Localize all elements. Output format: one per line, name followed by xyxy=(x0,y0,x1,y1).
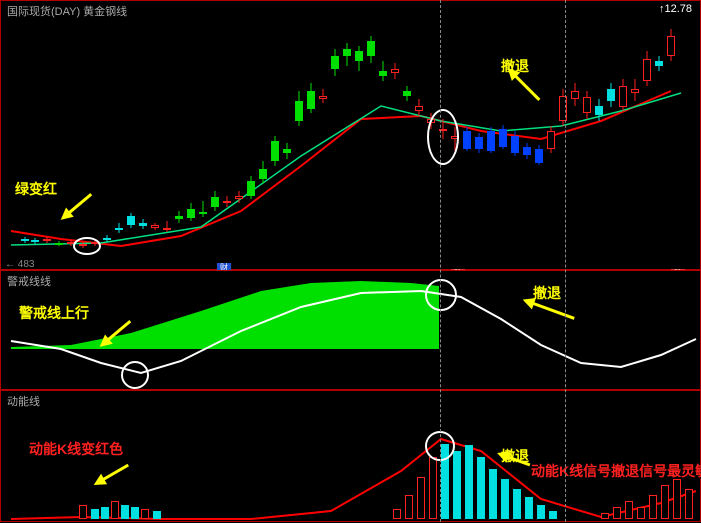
momentum-bar[interactable] xyxy=(637,507,645,519)
candlestick[interactable] xyxy=(259,161,267,183)
alert-panel[interactable]: 警戒线线 警戒线上行撤退 xyxy=(0,270,701,390)
momentum-bar[interactable] xyxy=(417,477,425,519)
momentum-bar[interactable] xyxy=(121,505,129,519)
crosshair-vline xyxy=(565,0,566,522)
candlestick[interactable] xyxy=(115,223,123,233)
candlestick[interactable] xyxy=(607,83,615,107)
candlestick[interactable] xyxy=(487,127,495,153)
momentum-bar[interactable] xyxy=(549,511,557,519)
candlestick[interactable] xyxy=(355,46,363,71)
candlestick[interactable] xyxy=(547,126,555,153)
momentum-bar[interactable] xyxy=(537,505,545,519)
price-panel[interactable]: 国际现货(DAY) 黄金钢线 ↑12.78 ← 483 财跌跌绿变红撤退 xyxy=(0,0,701,270)
candlestick[interactable] xyxy=(619,79,627,111)
momentum-bar[interactable] xyxy=(513,489,521,519)
candlestick[interactable] xyxy=(103,235,111,242)
panel1-label: 国际现货(DAY) 黄金钢线 xyxy=(7,3,127,19)
momentum-bar[interactable] xyxy=(501,479,509,519)
candlestick[interactable] xyxy=(667,29,675,61)
candlestick[interactable] xyxy=(319,89,327,103)
arrow-icon xyxy=(56,188,97,226)
candlestick[interactable] xyxy=(55,241,63,246)
momentum-bar[interactable] xyxy=(477,457,485,519)
momentum-bar[interactable] xyxy=(405,495,413,519)
candlestick[interactable] xyxy=(235,191,243,203)
momentum-bar[interactable] xyxy=(131,507,139,519)
momentum-bar[interactable] xyxy=(111,501,119,519)
candlestick[interactable] xyxy=(499,125,507,149)
momentum-bar[interactable] xyxy=(101,507,109,519)
candlestick[interactable] xyxy=(307,83,315,113)
candlestick[interactable] xyxy=(379,61,387,81)
candlestick[interactable] xyxy=(403,86,411,101)
panel3-label: 动能线 xyxy=(7,393,40,409)
momentum-bar[interactable] xyxy=(141,509,149,519)
candlestick[interactable] xyxy=(523,143,531,159)
candlestick[interactable] xyxy=(343,43,351,66)
candlestick[interactable] xyxy=(151,223,159,230)
candlestick[interactable] xyxy=(655,56,663,71)
candlestick[interactable] xyxy=(643,51,651,86)
candlestick[interactable] xyxy=(331,49,339,76)
momentum-panel[interactable]: 动能线 动能K线变红色撤退动能K线信号撤退信号最灵敏 xyxy=(0,390,701,522)
crosshair-vline xyxy=(440,0,441,522)
candlestick[interactable] xyxy=(535,145,543,165)
candlestick[interactable] xyxy=(475,133,483,153)
momentum-bar[interactable] xyxy=(465,445,473,519)
highlight-circle xyxy=(425,279,457,311)
momentum-bar[interactable] xyxy=(153,511,161,519)
momentum-bar[interactable] xyxy=(393,509,401,519)
highlight-circle xyxy=(121,361,149,389)
annotation: 动能K线信号撤退信号最灵敏 xyxy=(531,461,701,481)
momentum-bar[interactable] xyxy=(613,507,621,519)
momentum-bar[interactable] xyxy=(489,469,497,519)
momentum-bar[interactable] xyxy=(429,457,437,519)
candlestick[interactable] xyxy=(595,99,603,121)
candlestick[interactable] xyxy=(211,191,219,211)
highlight-circle xyxy=(73,237,101,255)
candlestick[interactable] xyxy=(571,83,579,106)
highlight-circle xyxy=(427,109,459,165)
candlestick[interactable] xyxy=(511,131,519,156)
candlestick[interactable] xyxy=(271,136,279,166)
momentum-bar[interactable] xyxy=(453,451,461,519)
candlestick[interactable] xyxy=(223,196,231,207)
candlestick[interactable] xyxy=(631,79,639,101)
annotation: 动能K线变红色 xyxy=(29,439,123,459)
momentum-bar[interactable] xyxy=(601,513,609,519)
momentum-bar[interactable] xyxy=(673,479,681,519)
candlestick[interactable] xyxy=(31,238,39,244)
candlestick[interactable] xyxy=(247,176,255,199)
arrow-icon xyxy=(90,458,133,492)
candlestick[interactable] xyxy=(295,91,303,126)
candlestick[interactable] xyxy=(21,237,29,243)
momentum-bar[interactable] xyxy=(685,489,693,519)
momentum-bar[interactable] xyxy=(625,501,633,519)
candlestick[interactable] xyxy=(175,211,183,223)
candlestick[interactable] xyxy=(199,201,207,217)
candlestick[interactable] xyxy=(187,203,195,221)
candlestick[interactable] xyxy=(163,221,171,232)
price-value: ↑12.78 xyxy=(659,3,692,15)
momentum-bar[interactable] xyxy=(525,497,533,519)
annotation: 绿变红 xyxy=(15,179,57,199)
candlestick[interactable] xyxy=(127,213,135,228)
candlestick[interactable] xyxy=(367,36,375,63)
momentum-bar[interactable] xyxy=(79,505,87,519)
annotation: 警戒线上行 xyxy=(19,303,89,323)
momentum-bar[interactable] xyxy=(91,509,99,519)
candlestick[interactable] xyxy=(415,99,423,116)
candlestick[interactable] xyxy=(391,63,399,79)
candlestick[interactable] xyxy=(43,237,51,243)
candlestick[interactable] xyxy=(139,219,147,229)
candlestick[interactable] xyxy=(583,91,591,119)
momentum-bar[interactable] xyxy=(649,495,657,519)
axis-label: ← 483 xyxy=(5,259,34,270)
panel2-label: 警戒线线 xyxy=(7,273,51,289)
momentum-bar[interactable] xyxy=(661,485,669,519)
candlestick[interactable] xyxy=(463,127,471,151)
candlestick[interactable] xyxy=(283,143,291,159)
arrow-icon xyxy=(95,315,136,353)
